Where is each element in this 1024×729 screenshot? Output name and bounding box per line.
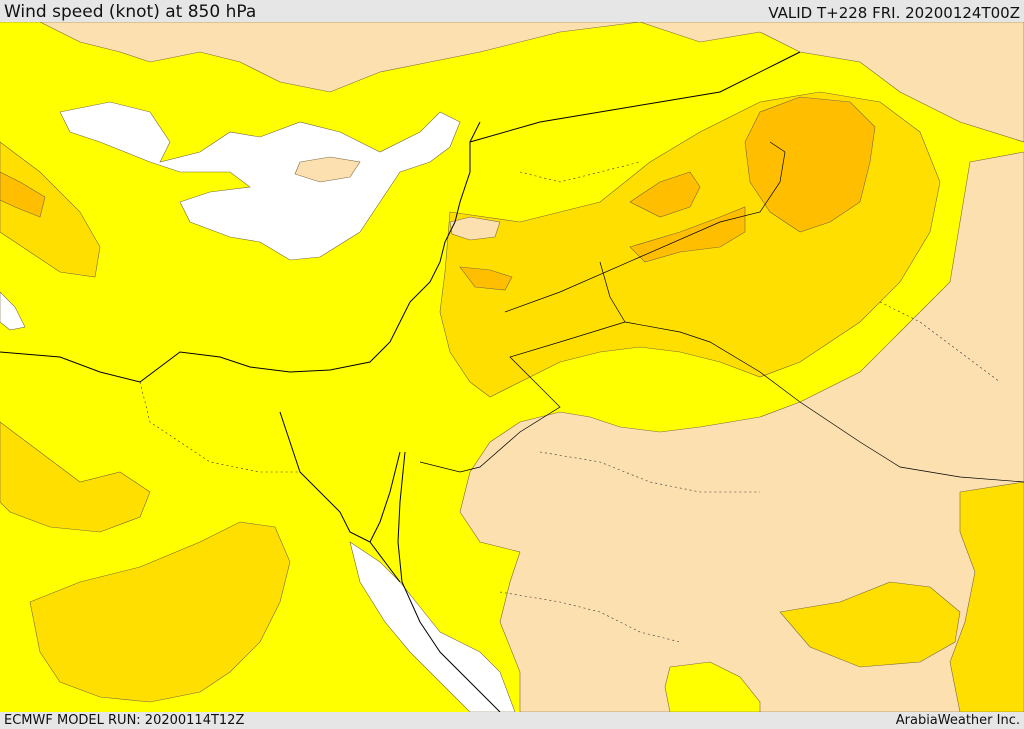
country-borders — [419, 141, 1024, 483]
province-borders — [139, 161, 1001, 643]
valid-time: VALID T+228 FRI. 20200124T00Z — [768, 4, 1020, 22]
wind-field-very-strong-band — [629, 206, 746, 263]
wind-field-light-north — [0, 22, 1024, 143]
wind-field-calm-redsea — [349, 541, 516, 712]
wind-field-strong-arabia-south — [779, 581, 961, 668]
provider-label: ArabiaWeather Inc. — [895, 713, 1020, 728]
wind-field-moderate-arabia-south — [664, 661, 761, 712]
wind-field-light-east — [459, 151, 1024, 712]
wind-field-strong-libya — [0, 421, 151, 533]
wind-field-very-strong-levant — [459, 266, 513, 291]
wind-field-very-strong-west — [0, 171, 46, 218]
wind-field-calm-anatolia — [59, 101, 461, 261]
wind-field-calm-west — [0, 291, 26, 331]
header-bar: Wind speed (knot) at 850 hPa VALID T+228… — [0, 0, 1024, 22]
footer-bar: ECMWF MODEL RUN: 20200114T12Z ArabiaWeat… — [0, 712, 1024, 729]
map-title: Wind speed (knot) at 850 hPa — [4, 2, 257, 22]
coastlines — [0, 51, 801, 712]
model-run-label: ECMWF MODEL RUN: 20200114T12Z — [4, 713, 245, 728]
wind-field-light-lebanon — [449, 216, 501, 241]
wind-field-very-strong-iraq — [744, 96, 876, 233]
wind-field-strong-southeast — [949, 481, 1024, 712]
wind-field-very-strong-syria — [629, 171, 701, 218]
wind-field-light-cyprus — [294, 156, 361, 183]
wind-field-strong-aegean — [0, 141, 101, 278]
wind-field-strong-egypt — [29, 521, 291, 703]
wind-speed-map — [0, 22, 1024, 712]
